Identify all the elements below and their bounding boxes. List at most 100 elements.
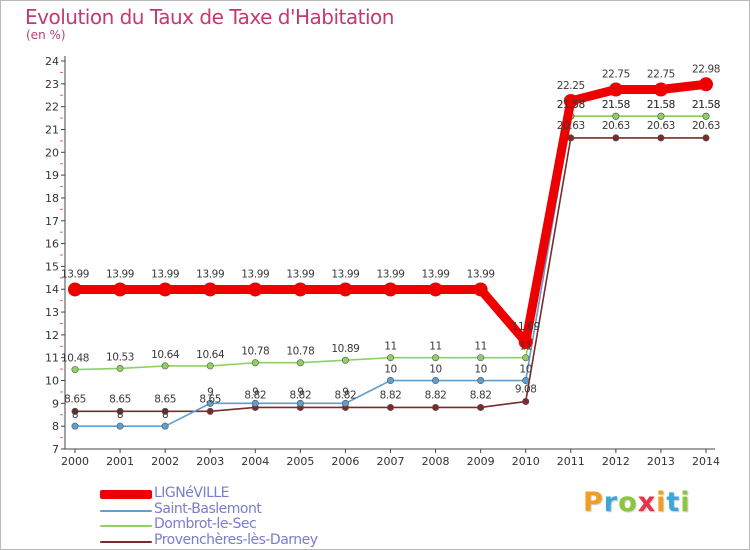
data-label: 10 (474, 364, 487, 376)
data-point (522, 398, 530, 406)
y-tick-label: 21 (45, 123, 59, 136)
logo-letter: P (583, 487, 604, 518)
logo-letter: i (656, 487, 667, 518)
chart-series (68, 77, 713, 430)
data-label: 9.08 (515, 384, 537, 396)
chart-unit-label: (en %) (26, 28, 66, 42)
data-point (386, 403, 394, 411)
x-tick-label: 2002 (151, 455, 179, 468)
data-point (702, 134, 710, 142)
data-point (563, 93, 578, 108)
logo-letter: x (637, 487, 657, 518)
data-point (702, 112, 710, 120)
data-label: 10.78 (241, 346, 269, 358)
y-tick-label: 7 (52, 443, 59, 456)
data-point (161, 362, 169, 370)
legend-swatch (100, 540, 152, 543)
data-point (653, 82, 668, 97)
x-tick-label: 2000 (61, 455, 89, 468)
data-point (251, 399, 259, 407)
legend-swatch (100, 509, 152, 512)
data-label: 21.58 (647, 99, 675, 111)
data-label: 13.99 (151, 268, 179, 280)
x-tick-label: 2001 (106, 455, 134, 468)
data-label: 20.63 (692, 120, 720, 132)
legend-swatch (100, 490, 152, 499)
legend-label: Saint-Baslemont (154, 500, 262, 517)
data-point (71, 366, 79, 374)
data-point (116, 407, 124, 415)
data-point (477, 403, 485, 411)
y-tick-label: 22 (45, 101, 59, 114)
y-tick-label: 16 (45, 238, 59, 251)
x-tick-label: 2003 (196, 455, 224, 468)
proxiti-logo: Proxiti (583, 487, 691, 518)
data-label: 22.75 (602, 69, 630, 81)
data-label: 20.63 (647, 120, 675, 132)
legend-label: Dombrot-le-Sec (154, 516, 257, 532)
data-point (386, 354, 394, 362)
data-point (477, 354, 485, 362)
logo-letter: t (666, 487, 681, 518)
y-tick-label: 11 (45, 352, 59, 365)
data-label: 11.69 (512, 321, 540, 333)
data-point (522, 377, 530, 385)
data-label: 13.99 (196, 268, 224, 280)
data-label: 11 (384, 341, 397, 353)
y-tick-label: 8 (52, 420, 59, 433)
data-label: 13.99 (422, 268, 450, 280)
y-tick-label: 20 (45, 146, 59, 159)
data-label: 21.58 (602, 99, 630, 111)
data-label: 10 (384, 364, 397, 376)
data-point (341, 399, 349, 407)
data-label: 10 (519, 364, 532, 376)
data-label: 13.99 (286, 268, 314, 280)
data-point (206, 399, 214, 407)
data-label: 8.65 (154, 393, 176, 405)
data-label: 10 (429, 364, 442, 376)
x-tick-label: 2014 (692, 455, 720, 468)
data-label: 8.65 (109, 393, 131, 405)
data-point (251, 359, 259, 367)
data-label: 11 (519, 341, 532, 353)
y-tick-label: 15 (45, 260, 59, 273)
data-label: 8.65 (199, 393, 221, 405)
data-label: 11 (474, 341, 487, 353)
y-tick-label: 12 (45, 329, 59, 342)
x-tick-label: 2011 (557, 455, 585, 468)
data-point (612, 112, 620, 120)
chart-axes: 7 8 9 10 11 12 13 14 15 16 17 18 19 20 21 22 23 24 2000 200… (45, 55, 720, 468)
legend-label: LIGNéVILLE (154, 485, 230, 501)
data-label: 10.78 (286, 346, 314, 358)
data-point (657, 112, 665, 120)
y-tick-label: 18 (45, 192, 59, 205)
data-label: 8 (162, 409, 168, 421)
data-point (68, 282, 82, 297)
data-point (432, 377, 440, 385)
data-label: 8 (117, 409, 123, 421)
x-tick-label: 2006 (331, 455, 359, 468)
logo-letter: r (603, 487, 619, 518)
data-point (161, 407, 169, 415)
y-tick-label: 17 (45, 215, 59, 228)
data-point (428, 282, 443, 297)
data-point (699, 77, 713, 92)
chart-title: Evolution du Taux de Taxe d'Habitation (25, 5, 394, 29)
data-point (71, 422, 79, 430)
y-tick-label: 14 (45, 283, 59, 296)
data-point (161, 422, 169, 430)
data-point (608, 82, 623, 97)
logo-letter: i (680, 487, 691, 518)
data-label: 8 (72, 409, 78, 421)
x-tick-label: 2007 (377, 455, 405, 468)
data-point (432, 354, 440, 362)
data-label: 21.58 (557, 99, 585, 111)
data-label: 8.82 (335, 389, 357, 401)
data-point (296, 399, 304, 407)
data-point (341, 356, 349, 364)
data-point (71, 407, 79, 415)
data-point (116, 364, 124, 372)
data-label: 8.65 (64, 393, 86, 405)
data-point (386, 377, 394, 385)
